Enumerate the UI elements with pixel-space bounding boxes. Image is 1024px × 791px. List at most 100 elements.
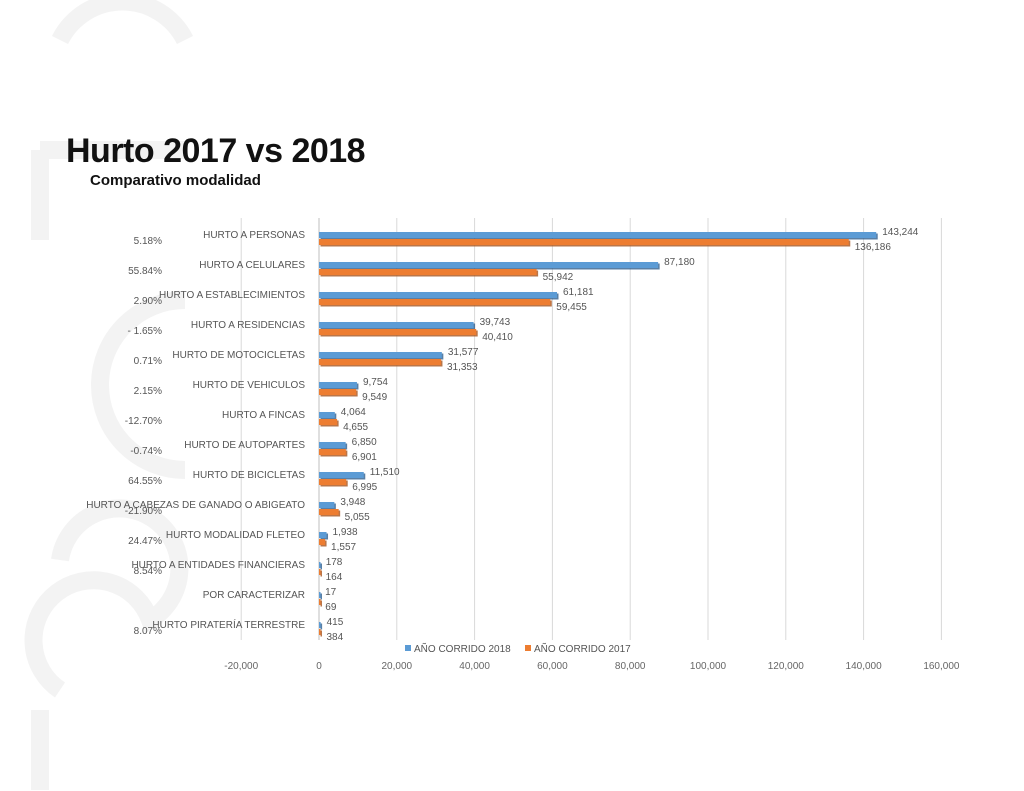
bar-2018: [319, 592, 321, 598]
value-label-2017: 59,455: [556, 302, 587, 313]
value-label-2017: 69: [325, 602, 337, 613]
value-label-2018: 17: [325, 587, 337, 598]
value-label-2018: 4,064: [341, 407, 366, 418]
value-label-2017: 5,055: [345, 512, 370, 523]
category-label: HURTO DE VEHICULOS: [193, 380, 306, 391]
category-label: HURTO DE BICICLETAS: [193, 470, 306, 481]
value-label-2018: 143,244: [882, 227, 919, 238]
value-label-2017: 1,557: [331, 542, 356, 553]
legend-swatch-2018: [405, 645, 411, 651]
watermark-shapes: [24, 0, 194, 790]
value-label-2017: 40,410: [482, 332, 513, 343]
value-label-2018: 1,938: [333, 527, 358, 538]
x-tick-label: 0: [316, 661, 322, 672]
x-tick-label: 160,000: [923, 661, 960, 672]
x-tick-label: 20,000: [382, 661, 413, 672]
category-label: HURTO A FINCAS: [222, 410, 305, 421]
percent-change-label: -12.70%: [125, 416, 162, 427]
bar-2018: [319, 622, 321, 628]
x-tick-label: 120,000: [768, 661, 805, 672]
bars: [319, 232, 878, 637]
bar-2018: [319, 412, 335, 418]
legend-label-2018: AÑO CORRIDO 2018: [414, 642, 511, 655]
bar-2018: [319, 442, 346, 448]
category-label: HURTO DE MOTOCICLETAS: [172, 350, 305, 361]
category-label: POR CARACTERIZAR: [203, 590, 305, 601]
percent-change-label: 8.54%: [134, 566, 162, 577]
bar-shadow-2018: [320, 563, 322, 570]
bar-shadow-2017: [320, 630, 322, 637]
bar-2017: [319, 419, 338, 425]
bar-2017: [319, 599, 321, 605]
bar-2017: [319, 509, 339, 515]
labels: HURTO A PERSONAS 5.18% 143,244 136,186 HURTO…: [86, 227, 919, 643]
percent-change-label: 5.18%: [134, 236, 162, 247]
value-label-2018: 39,743: [480, 317, 511, 328]
percent-change-label: 24.47%: [128, 536, 162, 547]
bar-2018: [319, 562, 321, 568]
value-label-2018: 9,754: [363, 377, 388, 388]
category-label: HURTO PIRATERÍA TERRESTRE: [152, 618, 305, 631]
value-label-2017: 164: [326, 572, 343, 583]
percent-change-label: 0.71%: [134, 356, 162, 367]
value-label-2018: 87,180: [664, 257, 695, 268]
value-label-2017: 9,549: [362, 392, 387, 403]
category-label: HURTO A CABEZAS DE GANADO O ABIGEATO: [86, 500, 305, 511]
category-label: HURTO A ENTIDADES FINANCIERAS: [131, 560, 305, 571]
category-label: HURTO A ESTABLECIMIENTOS: [159, 290, 305, 301]
bar-2017: [319, 539, 326, 545]
x-tick-label: 80,000: [615, 661, 646, 672]
bar-2017: [319, 449, 346, 455]
bar-2017: [319, 329, 477, 335]
x-tick-label: 140,000: [846, 661, 883, 672]
x-tick-label: 60,000: [537, 661, 568, 672]
percent-change-label: 64.55%: [128, 476, 162, 487]
percent-change-label: 2.15%: [134, 386, 162, 397]
bar-2018: [319, 532, 327, 538]
legend-swatch-2017: [525, 645, 531, 651]
bar-2017: [319, 299, 551, 305]
bar-2018: [319, 352, 442, 358]
category-label: HURTO DE AUTOPARTES: [184, 440, 305, 451]
bar-2017: [319, 629, 321, 635]
value-label-2017: 4,655: [343, 422, 368, 433]
category-label: HURTO A PERSONAS: [203, 230, 305, 241]
legend-label-2017: AÑO CORRIDO 2017: [534, 642, 631, 655]
bar-2017: [319, 479, 347, 485]
bar-2018: [319, 382, 357, 388]
bar-shadow-2017: [320, 600, 322, 607]
bar-2018: [319, 232, 877, 238]
bar-2017: [319, 269, 537, 275]
bar-2017: [319, 389, 357, 395]
x-axis-ticks: -20,000 0 20,000 40,000 60,000 80,000 100,000 1…: [224, 661, 960, 672]
percent-change-label: 2.90%: [134, 296, 162, 307]
x-tick-label: 40,000: [459, 661, 490, 672]
value-label-2018: 178: [326, 557, 343, 568]
percent-change-label: 8.07%: [134, 626, 162, 637]
bar-shadow-2018: [320, 623, 323, 630]
value-label-2017: 55,942: [543, 272, 574, 283]
value-label-2017: 6,995: [352, 482, 377, 493]
bar-shadow-2017: [320, 570, 322, 577]
bar-2018: [319, 502, 335, 508]
page-subtitle: Comparativo modalidad: [90, 172, 261, 189]
category-label: HURTO MODALIDAD FLETEO: [166, 530, 305, 541]
percent-change-label: - 1.65%: [128, 326, 163, 337]
bar-2017: [319, 359, 441, 365]
bar-2017: [319, 569, 321, 575]
value-label-2018: 61,181: [563, 287, 594, 298]
value-label-2018: 6,850: [352, 437, 377, 448]
value-label-2017: 136,186: [855, 242, 892, 253]
percent-change-label: -0.74%: [130, 446, 162, 457]
bar-2018: [319, 292, 557, 298]
percent-change-label: -21.90%: [125, 506, 162, 517]
bar-shadow-2018: [320, 593, 322, 600]
value-label-2018: 3,948: [340, 497, 365, 508]
category-label: HURTO A CELULARES: [199, 260, 305, 271]
value-label-2017: 6,901: [352, 452, 377, 463]
value-label-2018: 11,510: [370, 467, 400, 478]
page-title: Hurto 2017 vs 2018: [66, 132, 366, 170]
bar-2017: [319, 239, 849, 245]
